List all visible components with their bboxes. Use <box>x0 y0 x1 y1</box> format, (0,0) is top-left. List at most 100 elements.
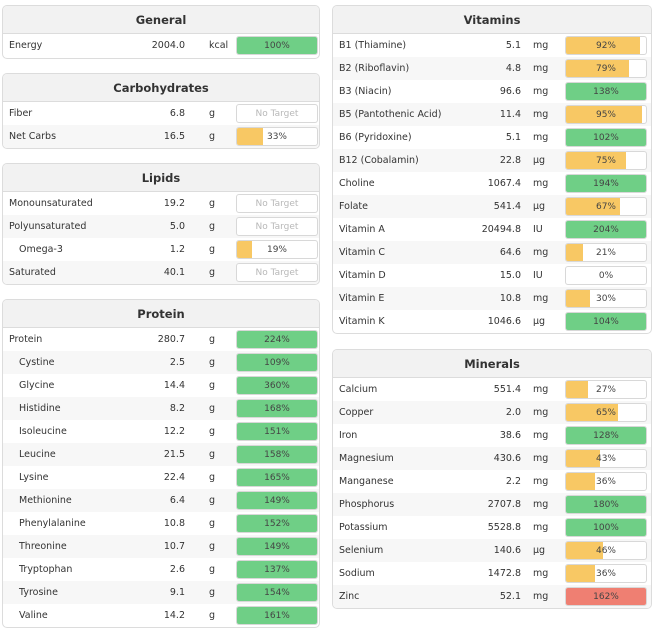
nutrient-name: Threonine <box>19 541 67 552</box>
nutrient-row-histidine[interactable]: Histidine 8.2 g 168% <box>3 397 319 420</box>
nutrient-unit: g <box>209 357 215 368</box>
nutrient-unit: mg <box>533 453 548 464</box>
nutrient-amount: 40.1 <box>164 267 185 278</box>
vitamins-title: Vitamins <box>333 6 651 34</box>
nutrient-row-polyunsaturated[interactable]: Polyunsaturated 5.0 g No Target <box>3 215 319 238</box>
nutrient-row-protein[interactable]: Protein 280.7 g 224% <box>3 328 319 351</box>
nutrient-amount: 52.1 <box>500 591 521 602</box>
nutrient-row-lysine[interactable]: Lysine 22.4 g 165% <box>3 466 319 489</box>
nutrient-row-calcium[interactable]: Calcium 551.4 mg 27% <box>333 378 651 401</box>
nutrient-row-valine[interactable]: Valine 14.2 g 161% <box>3 604 319 627</box>
nutrient-unit: mg <box>533 132 548 143</box>
target-percent-label: No Target <box>237 264 317 281</box>
target-progress-bar: 224% <box>236 330 318 349</box>
nutrient-row-vitamin-d[interactable]: Vitamin D 15.0 IU 0% <box>333 264 651 287</box>
target-progress-bar: 128% <box>565 426 647 445</box>
carbohydrates-panel: Carbohydrates Fiber 6.8 g No Target Net Carb… <box>2 73 320 149</box>
nutrient-row-selenium[interactable]: Selenium 140.6 µg 46% <box>333 539 651 562</box>
target-percent-label: 67% <box>566 198 646 215</box>
nutrient-amount: 2.5 <box>170 357 185 368</box>
nutrient-row-manganese[interactable]: Manganese 2.2 mg 36% <box>333 470 651 493</box>
nutrient-name: Omega-3 <box>19 244 63 255</box>
nutrient-row-saturated[interactable]: Saturated 40.1 g No Target <box>3 261 319 284</box>
nutrient-amount: 5.0 <box>170 221 185 232</box>
nutrient-row-sodium[interactable]: Sodium 1472.8 mg 36% <box>333 562 651 585</box>
nutrient-unit: g <box>209 518 215 529</box>
nutrient-row-iron[interactable]: Iron 38.6 mg 128% <box>333 424 651 447</box>
nutrient-unit: g <box>209 334 215 345</box>
target-progress-bar: 165% <box>236 468 318 487</box>
nutrient-row-omega-3[interactable]: Omega-3 1.2 g 19% <box>3 238 319 261</box>
nutrient-row-monounsaturated[interactable]: Monounsaturated 19.2 g No Target <box>3 192 319 215</box>
nutrient-row-fiber[interactable]: Fiber 6.8 g No Target <box>3 102 319 125</box>
nutrient-name: B6 (Pyridoxine) <box>339 132 412 143</box>
nutrient-unit: g <box>209 244 215 255</box>
nutrient-row-tyrosine[interactable]: Tyrosine 9.1 g 154% <box>3 581 319 604</box>
nutrient-amount: 2.2 <box>506 476 521 487</box>
nutrient-name: Selenium <box>339 545 383 556</box>
nutrient-row-cystine[interactable]: Cystine 2.5 g 109% <box>3 351 319 374</box>
target-percent-label: 46% <box>566 542 646 559</box>
nutrient-row-leucine[interactable]: Leucine 21.5 g 158% <box>3 443 319 466</box>
target-percent-label: No Target <box>237 105 317 122</box>
target-percent-label: 0% <box>566 267 646 284</box>
nutrient-row-methionine[interactable]: Methionine 6.4 g 149% <box>3 489 319 512</box>
nutrient-row-tryptophan[interactable]: Tryptophan 2.6 g 137% <box>3 558 319 581</box>
nutrient-unit: g <box>209 131 215 142</box>
target-percent-label: 224% <box>237 331 317 348</box>
nutrient-amount: 21.5 <box>164 449 185 460</box>
general-title: General <box>3 6 319 34</box>
nutrient-row-potassium[interactable]: Potassium 5528.8 mg 100% <box>333 516 651 539</box>
nutrient-row-b2-riboflavin[interactable]: B2 (Riboflavin) 4.8 mg 79% <box>333 57 651 80</box>
target-progress-bar: 67% <box>565 197 647 216</box>
nutrient-row-zinc[interactable]: Zinc 52.1 mg 162% <box>333 585 651 608</box>
nutrient-row-magnesium[interactable]: Magnesium 430.6 mg 43% <box>333 447 651 470</box>
nutrient-row-folate[interactable]: Folate 541.4 µg 67% <box>333 195 651 218</box>
nutrient-amount: 2004.0 <box>152 40 185 51</box>
nutrient-row-glycine[interactable]: Glycine 14.4 g 360% <box>3 374 319 397</box>
target-percent-label: 19% <box>237 241 317 258</box>
target-percent-label: 95% <box>566 106 646 123</box>
target-percent-label: 165% <box>237 469 317 486</box>
nutrient-amount: 96.6 <box>500 86 521 97</box>
nutrient-amount: 22.8 <box>500 155 521 166</box>
nutrient-amount: 20494.8 <box>482 224 521 235</box>
target-progress-bar: 19% <box>236 240 318 259</box>
target-progress-bar: 168% <box>236 399 318 418</box>
nutrient-row-phosphorus[interactable]: Phosphorus 2707.8 mg 180% <box>333 493 651 516</box>
nutrient-name: Vitamin E <box>339 293 384 304</box>
nutrient-amount: 2707.8 <box>488 499 521 510</box>
nutrient-name: Fiber <box>9 108 32 119</box>
nutrient-amount: 2.6 <box>170 564 185 575</box>
nutrient-row-net-carbs[interactable]: Net Carbs 16.5 g 33% <box>3 125 319 148</box>
target-percent-label: 149% <box>237 492 317 509</box>
target-percent-label: 36% <box>566 565 646 582</box>
nutrient-unit: g <box>209 495 215 506</box>
nutrient-row-choline[interactable]: Choline 1067.4 mg 194% <box>333 172 651 195</box>
nutrient-row-b1-thiamine[interactable]: B1 (Thiamine) 5.1 mg 92% <box>333 34 651 57</box>
nutrient-row-phenylalanine[interactable]: Phenylalanine 10.8 g 152% <box>3 512 319 535</box>
nutrient-row-vitamin-a[interactable]: Vitamin A 20494.8 IU 204% <box>333 218 651 241</box>
nutrient-row-energy[interactable]: Energy 2004.0 kcal 100% <box>3 34 319 57</box>
target-percent-label: 104% <box>566 313 646 330</box>
nutrient-unit: g <box>209 587 215 598</box>
nutrient-row-b3-niacin[interactable]: B3 (Niacin) 96.6 mg 138% <box>333 80 651 103</box>
nutrient-row-b12-cobalamin[interactable]: B12 (Cobalamin) 22.8 µg 75% <box>333 149 651 172</box>
target-percent-label: 75% <box>566 152 646 169</box>
nutrient-row-threonine[interactable]: Threonine 10.7 g 149% <box>3 535 319 558</box>
target-progress-bar: 36% <box>565 564 647 583</box>
nutrient-row-vitamin-c[interactable]: Vitamin C 64.6 mg 21% <box>333 241 651 264</box>
nutrient-row-copper[interactable]: Copper 2.0 mg 65% <box>333 401 651 424</box>
nutrient-amount: 14.2 <box>164 610 185 621</box>
nutrient-name: Protein <box>9 334 42 345</box>
target-percent-label: 162% <box>566 588 646 605</box>
target-progress-bar: 137% <box>236 560 318 579</box>
nutrient-row-b5-pantothenic-acid[interactable]: B5 (Pantothenic Acid) 11.4 mg 95% <box>333 103 651 126</box>
nutrient-name: Tyrosine <box>19 587 58 598</box>
nutrient-row-vitamin-k[interactable]: Vitamin K 1046.6 µg 104% <box>333 310 651 333</box>
nutrient-row-vitamin-e[interactable]: Vitamin E 10.8 mg 30% <box>333 287 651 310</box>
nutrient-row-b6-pyridoxine[interactable]: B6 (Pyridoxine) 5.1 mg 102% <box>333 126 651 149</box>
nutrient-row-isoleucine[interactable]: Isoleucine 12.2 g 151% <box>3 420 319 443</box>
minerals-title: Minerals <box>333 350 651 378</box>
nutrient-unit: µg <box>533 201 545 212</box>
